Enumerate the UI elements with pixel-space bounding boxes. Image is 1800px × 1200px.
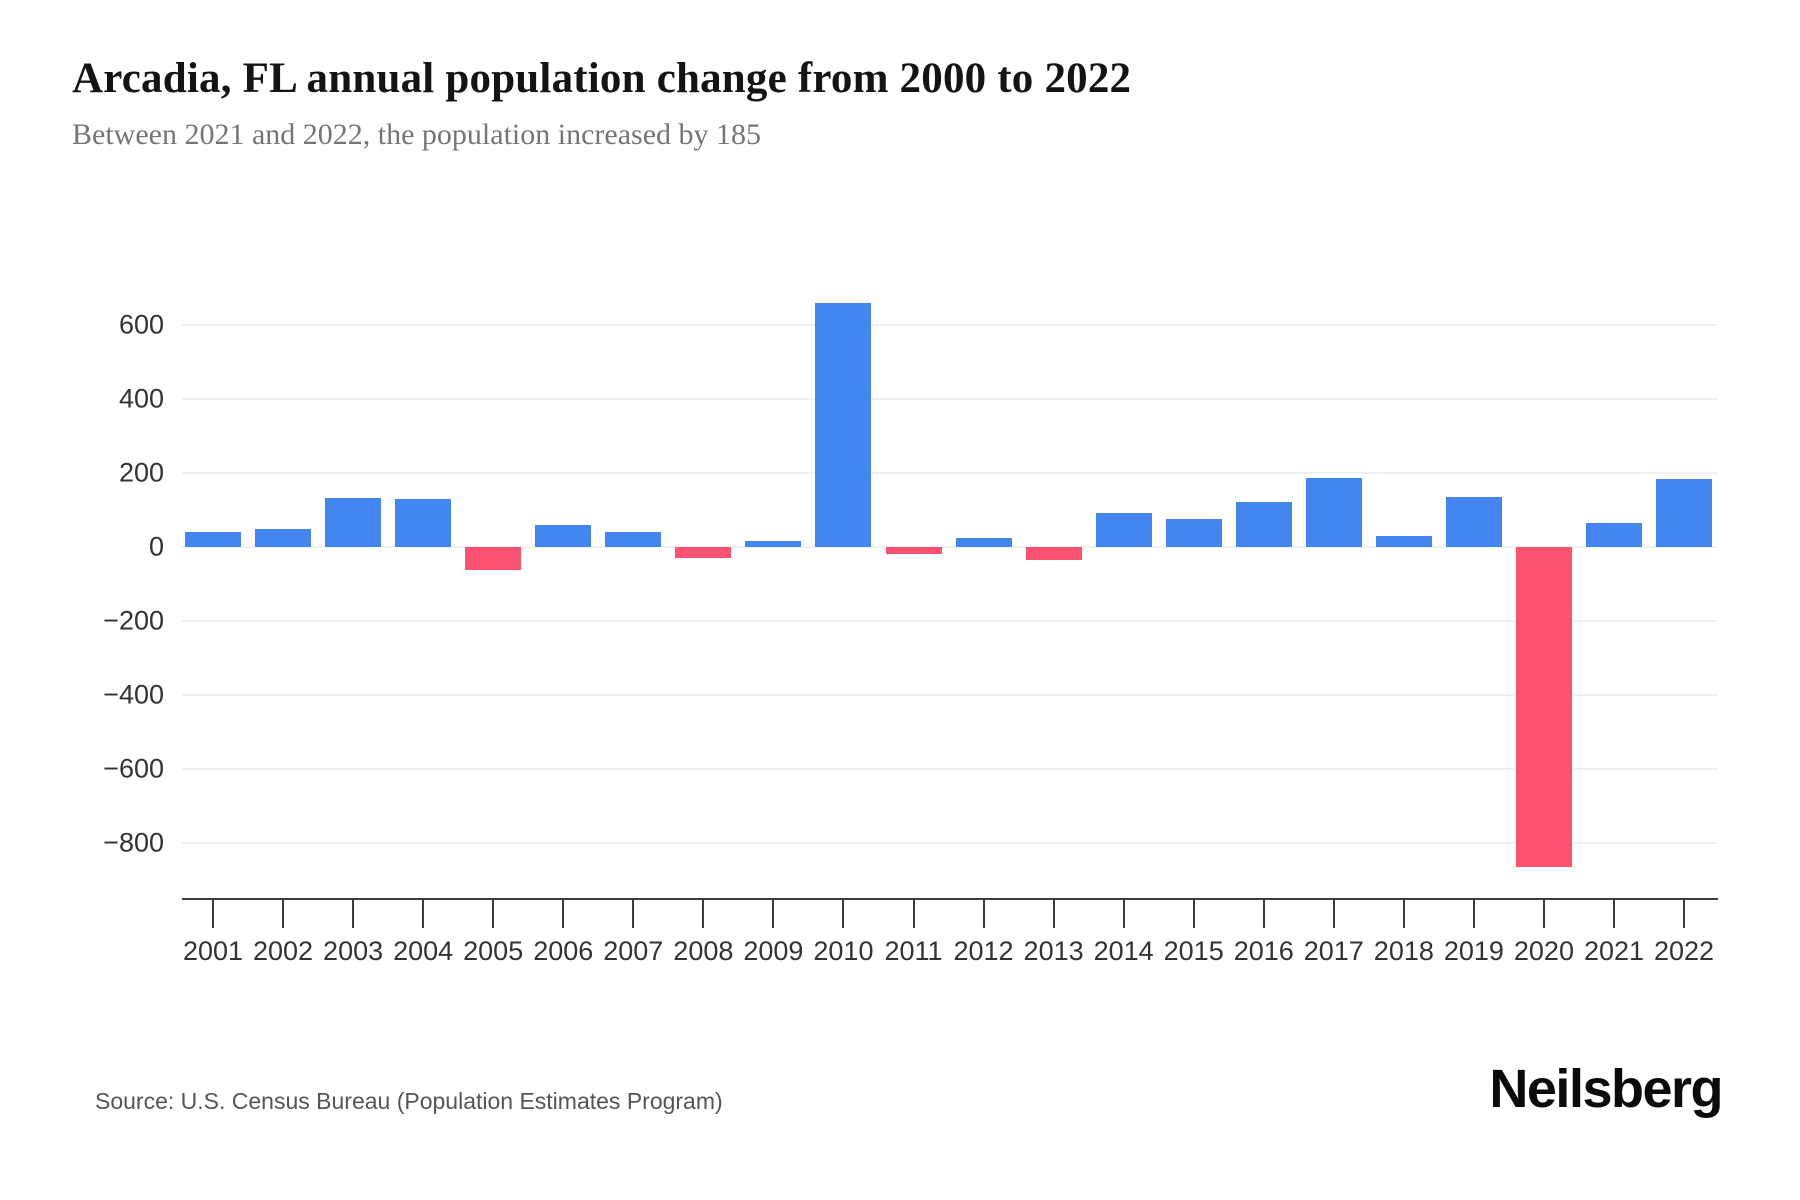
x-axis-tick-2003 bbox=[352, 900, 355, 928]
x-axis-label-2009: 2009 bbox=[743, 936, 804, 966]
gridline--600 bbox=[182, 767, 1718, 770]
x-axis-tick-2016 bbox=[1262, 900, 1265, 928]
bar-2005[interactable] bbox=[465, 547, 522, 570]
x-axis-label-2010: 2010 bbox=[813, 936, 874, 966]
bar-2010[interactable] bbox=[815, 302, 872, 547]
bar-2009[interactable] bbox=[745, 540, 802, 547]
gridline-200 bbox=[182, 472, 1718, 475]
bar-2015[interactable] bbox=[1165, 518, 1222, 547]
x-axis-tick-2004 bbox=[422, 900, 425, 928]
x-axis-label-2008: 2008 bbox=[673, 936, 734, 966]
plot-area: 600 400 200 0 −200 −400 −600 −800 2001 2002 2003 20… bbox=[103, 250, 1718, 966]
x-axis-label-2019: 2019 bbox=[1443, 936, 1504, 966]
x-axis-tick-2021 bbox=[1613, 900, 1615, 928]
y-axis-label--800: −800 bbox=[103, 827, 164, 858]
x-axis-tick-2015 bbox=[1192, 900, 1195, 928]
x-axis-tick-2018 bbox=[1402, 900, 1405, 928]
x-axis-label-2007: 2007 bbox=[603, 936, 664, 966]
x-axis-tick-2014 bbox=[1122, 900, 1125, 928]
bar-2003[interactable] bbox=[325, 497, 382, 547]
x-axis-label-2011: 2011 bbox=[884, 936, 943, 966]
y-axis-label--200: −200 bbox=[103, 605, 164, 636]
y-axis-label--600: −600 bbox=[103, 753, 164, 784]
x-axis-label-2012: 2012 bbox=[953, 936, 1014, 966]
x-axis-label-2017: 2017 bbox=[1303, 936, 1364, 966]
bar-2013[interactable] bbox=[1025, 547, 1082, 561]
x-axis-label-2004: 2004 bbox=[393, 936, 454, 966]
x-axis-label-2015: 2015 bbox=[1163, 936, 1224, 966]
x-axis-tick-2002 bbox=[282, 900, 285, 928]
bar-2017[interactable] bbox=[1305, 477, 1362, 547]
x-axis-label-2021: 2021 bbox=[1583, 936, 1645, 966]
x-axis-line bbox=[182, 898, 1718, 900]
bar-2014[interactable] bbox=[1095, 512, 1152, 547]
y-axis-label-0: 0 bbox=[148, 531, 164, 562]
x-axis-label-2006: 2006 bbox=[533, 936, 594, 966]
bar-2002[interactable] bbox=[255, 529, 312, 547]
bar-2007[interactable] bbox=[605, 532, 662, 547]
bar-2016[interactable] bbox=[1235, 501, 1292, 547]
x-axis-label-2016: 2016 bbox=[1233, 936, 1294, 966]
bar-2008[interactable] bbox=[675, 547, 732, 559]
x-axis-label-2003: 2003 bbox=[323, 936, 384, 966]
bar-2021[interactable] bbox=[1586, 522, 1642, 547]
gridline-600 bbox=[182, 324, 1718, 327]
source-note: Source: U.S. Census Bureau (Population E… bbox=[95, 1088, 723, 1114]
x-axis-tick-2010 bbox=[842, 900, 845, 928]
bar-2018[interactable] bbox=[1375, 536, 1432, 547]
chart-title: Arcadia, FL annual population change fro… bbox=[72, 55, 1132, 102]
bar-2020[interactable] bbox=[1515, 547, 1572, 867]
x-axis-label-2002: 2002 bbox=[253, 936, 314, 966]
bar-2011[interactable] bbox=[885, 547, 942, 555]
x-axis-label-2001: 2001 bbox=[182, 936, 244, 966]
x-axis-tick-2006 bbox=[562, 900, 565, 928]
gridline--800 bbox=[182, 841, 1718, 844]
gridline--400 bbox=[182, 693, 1718, 696]
bar-2012[interactable] bbox=[955, 537, 1012, 547]
chart-subtitle: Between 2021 and 2022, the population in… bbox=[72, 118, 762, 151]
y-axis-label--400: −400 bbox=[103, 679, 164, 710]
x-axis-label-2005: 2005 bbox=[463, 936, 524, 966]
x-axis-label-2022: 2022 bbox=[1654, 936, 1715, 966]
x-axis-tick-2019 bbox=[1472, 900, 1475, 928]
x-axis-tick-2005 bbox=[492, 900, 495, 928]
bar-2001[interactable] bbox=[185, 532, 241, 547]
x-axis-tick-2008 bbox=[702, 900, 705, 928]
x-axis-tick-2020 bbox=[1542, 900, 1545, 928]
bar-2019[interactable] bbox=[1445, 497, 1502, 547]
gridline-0 bbox=[182, 546, 1718, 548]
gridline-400 bbox=[182, 398, 1718, 401]
bar-2004[interactable] bbox=[395, 498, 452, 547]
x-axis-tick-2022 bbox=[1683, 900, 1686, 928]
x-axis-tick-2011 bbox=[912, 900, 915, 928]
x-axis-label-2013: 2013 bbox=[1023, 936, 1084, 966]
x-axis-label-2020: 2020 bbox=[1513, 936, 1574, 966]
x-axis-tick-2017 bbox=[1332, 900, 1335, 928]
y-axis-label-200: 200 bbox=[118, 457, 164, 488]
x-axis-tick-2007 bbox=[632, 900, 635, 928]
gridline--200 bbox=[182, 619, 1718, 622]
bar-2022[interactable] bbox=[1656, 478, 1713, 547]
x-axis-tick-2001 bbox=[212, 900, 214, 928]
x-axis-tick-2012 bbox=[982, 900, 985, 928]
x-axis-label-2014: 2014 bbox=[1093, 936, 1154, 966]
bar-2006[interactable] bbox=[535, 524, 592, 547]
brand-logo[interactable]: Neilsberg bbox=[1489, 1059, 1723, 1119]
x-axis-tick-2009 bbox=[772, 900, 775, 928]
x-axis-tick-2013 bbox=[1052, 900, 1055, 928]
y-axis-label-600: 600 bbox=[118, 309, 164, 340]
x-axis-label-2018: 2018 bbox=[1373, 936, 1434, 966]
y-axis-label-400: 400 bbox=[118, 383, 164, 414]
